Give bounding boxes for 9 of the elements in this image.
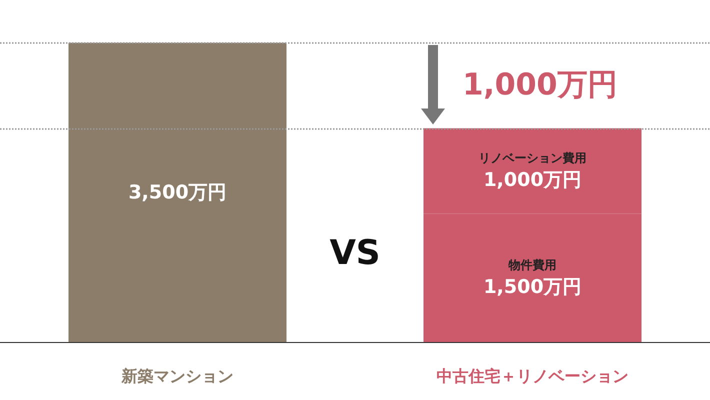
- annotation: 1,000万円: [462, 66, 618, 104]
- x-tick-label: 新築マンション: [120, 366, 234, 386]
- series-label: 物件費用: [508, 258, 556, 272]
- x-tick-label: 中古住宅＋リノベーション: [436, 366, 628, 386]
- data-label: 1,000万円: [483, 169, 582, 191]
- data-label: 1,500万円: [483, 276, 582, 298]
- series-label: リノベーション費用: [478, 151, 586, 165]
- annotation: VS: [328, 233, 382, 273]
- data-label: 3,500万円: [128, 181, 227, 204]
